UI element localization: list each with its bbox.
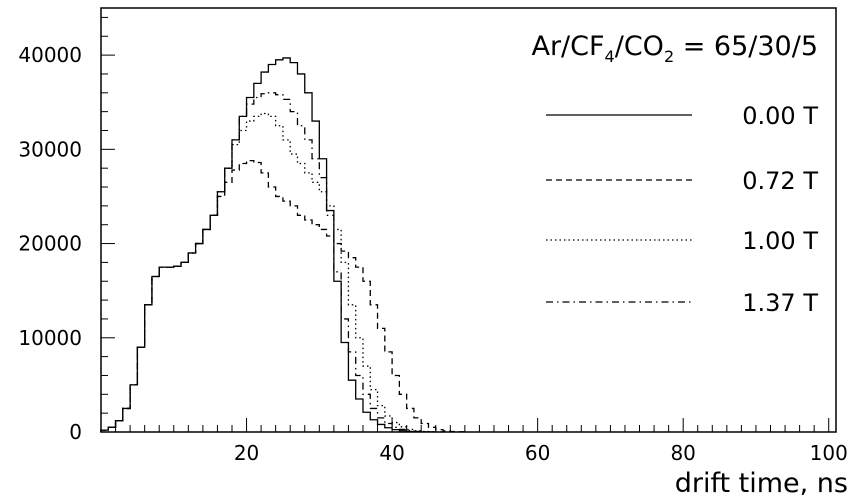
y-tick-label: 10000 [18,326,82,350]
title-segment: Ar/CF [531,31,604,62]
series-line-1-00-T [100,112,437,433]
chart-title: Ar/CF4/CO2 = 65/30/5 [531,31,818,66]
x-tick-label: 80 [670,441,695,465]
series-line-0-00-T [100,57,430,433]
x-tick-label: 100 [810,441,848,465]
y-tick-label: 20000 [18,232,82,256]
x-tick-label: 40 [379,441,404,465]
y-tick-label: 0 [69,420,82,444]
legend-label: 1.00 T [742,227,818,255]
series-line-1-37-T [100,92,444,433]
x-tick-label: 60 [525,441,550,465]
legend: 0.00 T 0.72 T 1.00 T 1.37 T [546,102,818,317]
series-group [100,57,466,433]
y-tick-label: 30000 [18,137,82,161]
axes: 20 40 60 80 100 0 10000 20000 30000 40000 [18,7,848,465]
y-tick-label: 40000 [18,43,82,67]
plot-frame [100,7,837,433]
legend-label: 1.37 T [742,289,818,317]
title-subscript: 2 [664,47,674,66]
title-subscript: 4 [605,47,615,66]
legend-label: 0.72 T [742,167,818,195]
legend-label: 0.00 T [742,102,818,130]
title-segment: = 65/30/5 [674,31,818,62]
title-segment: /CO [615,31,664,62]
x-axis-label: drift time, ns [675,468,848,499]
x-tick-label: 20 [234,441,259,465]
series-line-0-72-T [100,159,466,433]
